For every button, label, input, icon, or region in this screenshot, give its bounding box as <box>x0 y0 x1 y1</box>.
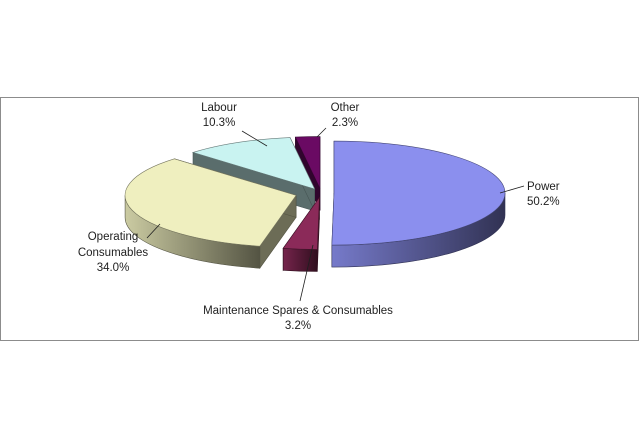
slice-category-label-3: Labour <box>201 102 237 114</box>
slice-value-label-4: 2.3% <box>332 117 358 129</box>
pie-slice-top-2 <box>124 158 297 247</box>
slice-value-label-0: 50.2% <box>527 196 560 208</box>
pie-slice-0 <box>331 140 506 268</box>
slice-category-label-2: Consumables <box>78 247 149 259</box>
slice-value-label-2: 34.0% <box>97 262 130 274</box>
pie-slice-top-1 <box>282 196 320 250</box>
leader-line-0 <box>499 185 525 194</box>
slice-category-label-1: Maintenance Spares & Consumables <box>203 305 393 317</box>
leader-line-2 <box>146 223 161 239</box>
pie-slice-rim-1 <box>282 247 318 272</box>
pie-slice-1 <box>282 196 320 272</box>
pie-slice-top-0 <box>331 140 506 246</box>
slice-category-label-4: Other <box>331 102 360 114</box>
slice-category-label-2: Operating <box>88 231 139 243</box>
pie-slice-top-4 <box>294 136 321 189</box>
slice-category-label-0: Power <box>527 181 560 193</box>
slice-value-label-1: 3.2% <box>285 320 311 332</box>
slice-value-label-3: 10.3% <box>203 117 236 129</box>
leader-line-3 <box>241 130 268 147</box>
pie-slice-top-3 <box>191 137 316 190</box>
pie-slice-2 <box>124 158 297 270</box>
leader-line-1 <box>299 244 314 302</box>
leader-line-4 <box>316 127 327 138</box>
